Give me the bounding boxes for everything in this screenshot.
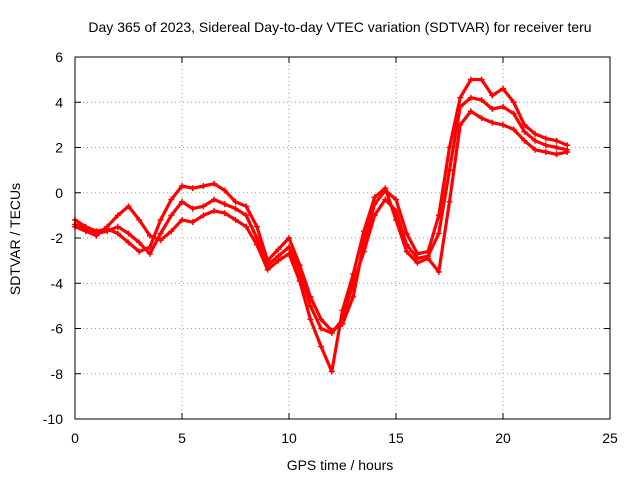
data-point-marker <box>447 199 453 205</box>
chart-title: Day 365 of 2023, Sidereal Day-to-day VTE… <box>88 19 591 35</box>
series-trace-3 <box>72 108 570 374</box>
y-tick-label: -8 <box>51 366 64 382</box>
data-point-marker <box>554 151 560 157</box>
x-tick-label: 5 <box>178 430 186 446</box>
x-tick-label: 10 <box>281 430 297 446</box>
chart-root: Day 365 of 2023, Sidereal Day-to-day VTE… <box>0 0 640 480</box>
y-tick-label: -6 <box>51 321 64 337</box>
series-layer <box>72 77 570 375</box>
x-tick-labels: 0 5 10 15 20 25 <box>71 430 618 446</box>
x-tick-label: 0 <box>71 430 79 446</box>
series-trace-2 <box>72 95 570 336</box>
x-tick-label: 15 <box>388 430 404 446</box>
x-tick-label: 20 <box>495 430 511 446</box>
series-line <box>75 80 567 331</box>
y-tick-label: -4 <box>51 275 64 291</box>
x-axis-label: GPS time / hours <box>287 457 394 473</box>
series-line <box>75 98 567 333</box>
y-tick-label: 0 <box>55 185 63 201</box>
y-tick-label: -10 <box>43 411 63 427</box>
y-tick-label: 2 <box>55 140 63 156</box>
x-tick-label: 25 <box>602 430 618 446</box>
data-point-marker <box>190 185 196 191</box>
y-tick-label: -2 <box>51 230 64 246</box>
y-tick-labels: -10 -8 -6 -4 -2 0 2 4 6 <box>43 49 63 427</box>
series-line <box>75 111 567 371</box>
data-point-marker <box>543 149 549 155</box>
y-tick-label: 6 <box>55 49 63 65</box>
data-point-marker <box>554 145 560 151</box>
y-tick-label: 4 <box>55 94 63 110</box>
series-trace-1 <box>72 77 570 334</box>
y-axis-label: SDTVAR / TECUs <box>7 183 23 295</box>
